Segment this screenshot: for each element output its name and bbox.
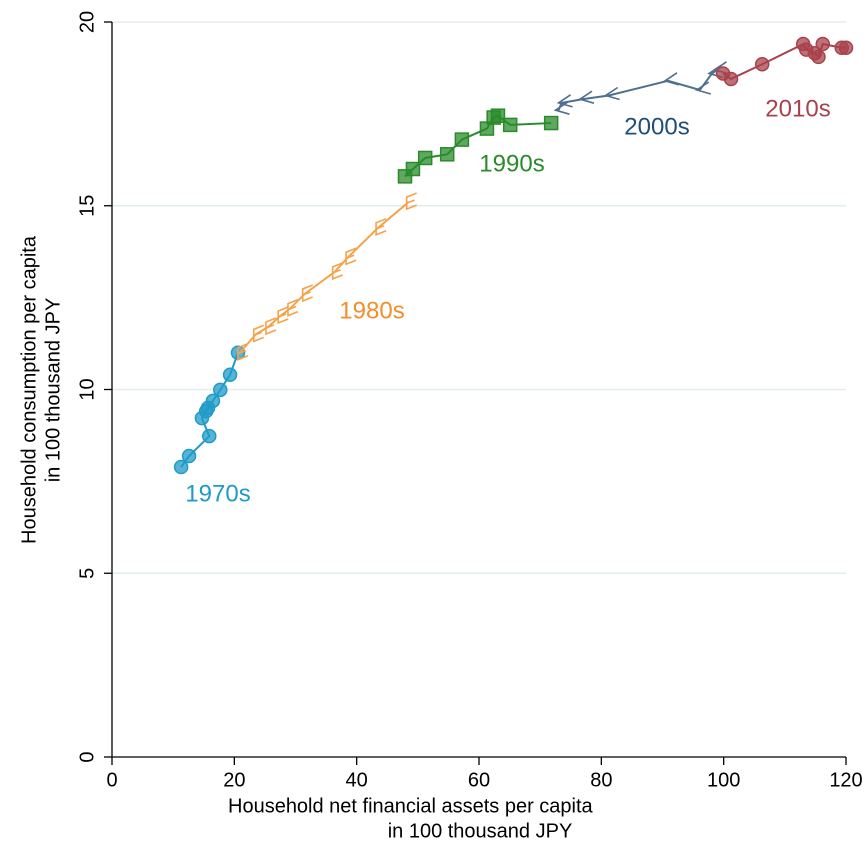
marker bbox=[417, 150, 433, 166]
series-label: 2000s bbox=[624, 113, 689, 140]
marker bbox=[405, 192, 417, 211]
marker bbox=[252, 324, 265, 343]
marker bbox=[222, 367, 238, 383]
marker bbox=[578, 90, 595, 104]
series-line bbox=[557, 68, 719, 111]
marker bbox=[723, 71, 739, 87]
marker bbox=[277, 306, 289, 325]
series-label: 2010s bbox=[765, 95, 830, 122]
y-tick-label: 0 bbox=[76, 751, 98, 762]
marker bbox=[838, 40, 854, 55]
x-tick-label: 40 bbox=[346, 769, 368, 791]
series-label: 1970s bbox=[185, 480, 250, 507]
marker bbox=[173, 459, 189, 475]
y-tick-label: 10 bbox=[76, 378, 98, 400]
marker bbox=[556, 94, 573, 108]
marker bbox=[202, 428, 217, 444]
x-axis-label: Household net financial assets per capit… bbox=[228, 795, 594, 817]
y-tick-label: 15 bbox=[76, 195, 98, 217]
marker bbox=[265, 317, 277, 336]
y-axis-label: in 100 thousand JPY bbox=[42, 298, 64, 483]
marker bbox=[331, 262, 343, 281]
x-tick-label: 120 bbox=[829, 769, 862, 791]
x-tick-label: 100 bbox=[707, 769, 740, 791]
y-tick-label: 5 bbox=[76, 568, 98, 579]
marker bbox=[694, 81, 712, 95]
marker bbox=[454, 132, 470, 147]
marker bbox=[811, 49, 826, 65]
marker bbox=[205, 393, 221, 409]
marker bbox=[439, 147, 455, 162]
x-tick-label: 80 bbox=[590, 769, 612, 791]
marker bbox=[287, 298, 299, 317]
marker bbox=[345, 247, 357, 266]
y-axis-label: Household consumption per capita bbox=[18, 235, 40, 544]
x-tick-label: 20 bbox=[223, 769, 245, 791]
x-axis-label: in 100 thousand JPY bbox=[388, 820, 573, 842]
marker bbox=[237, 343, 249, 361]
series-label: 1980s bbox=[339, 297, 404, 324]
marker bbox=[375, 218, 387, 236]
marker bbox=[181, 448, 197, 464]
marker bbox=[663, 72, 680, 86]
marker bbox=[502, 117, 518, 133]
marker bbox=[405, 161, 421, 177]
marker bbox=[754, 57, 770, 72]
marker bbox=[603, 86, 620, 101]
y-tick-label: 20 bbox=[76, 11, 98, 33]
marker bbox=[213, 382, 228, 398]
series-line bbox=[239, 201, 410, 354]
marker bbox=[301, 284, 313, 303]
marker bbox=[490, 108, 506, 123]
series-label: 1990s bbox=[479, 150, 544, 177]
x-tick-label: 0 bbox=[106, 769, 117, 791]
marker bbox=[815, 36, 831, 52]
marker bbox=[543, 115, 559, 131]
x-tick-label: 60 bbox=[468, 769, 490, 791]
